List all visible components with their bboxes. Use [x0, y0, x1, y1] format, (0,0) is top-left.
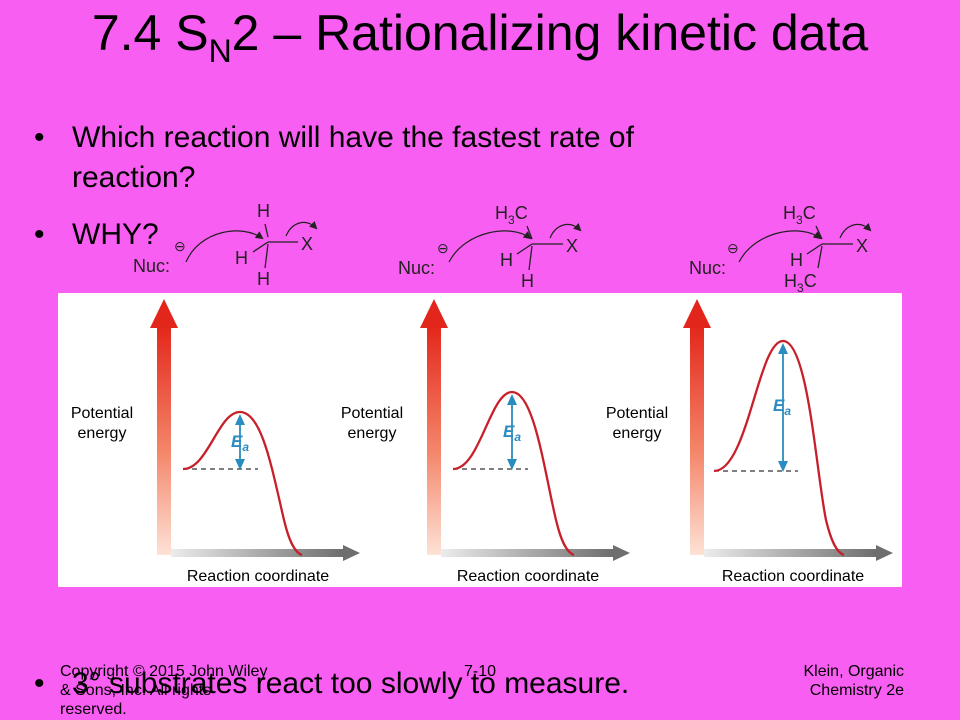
reaction-coordinate-arrowhead: [876, 545, 893, 561]
bond-left: [806, 243, 823, 255]
energy-diagram-3: Potential energy Reaction coordinate Ea: [606, 299, 893, 585]
y-axis-label-line2: energy: [613, 425, 662, 442]
energy-diagram-1: Potential energy Reaction coordinate Ea: [71, 299, 360, 585]
title-subscript: N: [208, 33, 232, 69]
bullet-question: • Which reaction will have the fastest r…: [34, 118, 854, 198]
substituent-bottom: H3C: [784, 271, 817, 295]
bullet-symbol: •: [34, 667, 45, 700]
substituent-top: H3C: [783, 203, 816, 227]
bond-top: [264, 223, 269, 238]
title-suffix: 2 – Rationalizing kinetic data: [231, 5, 869, 61]
y-axis-label-line2: energy: [348, 425, 397, 442]
energy-curve: [182, 410, 303, 557]
activation-energy-arrowhead-up: [778, 343, 788, 354]
bullet-conclusion: • 3° substrates react too slowly to meas…: [34, 664, 834, 704]
bullet-text-line2: reaction?: [72, 161, 196, 194]
reaction-coordinate-arrowhead: [613, 545, 630, 561]
bond-left: [252, 241, 269, 253]
bullet-symbol: •: [34, 218, 45, 251]
bond-top: [815, 225, 823, 240]
activation-energy-arrowhead-down: [507, 459, 517, 470]
reaction-coordinate-arrowhead: [343, 545, 360, 561]
substituent-left: H: [235, 248, 248, 268]
leaving-group: X: [566, 236, 578, 256]
activation-energy-label: Ea: [231, 432, 249, 454]
activation-energy-arrowhead-up: [235, 414, 245, 425]
reaction-coordinate-axis: [171, 549, 343, 557]
substituent-bottom: H: [521, 271, 534, 291]
energy-curve: [452, 390, 575, 557]
title-prefix: 7.4 S: [91, 5, 209, 61]
potential-energy-axis: [157, 325, 171, 555]
activation-energy-label: Ea: [773, 396, 791, 418]
bond-bottom: [817, 245, 823, 269]
activation-energy-arrowhead-down: [235, 459, 245, 470]
negative-charge-symbol: ⊖: [437, 240, 449, 256]
footer-slide-number: 7-10: [463, 663, 497, 680]
footer-source: Klein, Organic Chemistry 2e: [700, 662, 905, 700]
bond-bottom: [264, 243, 269, 269]
mechanism-1: Nuc: ⊖ H H H X: [133, 201, 318, 289]
activation-energy-label: Ea: [503, 422, 521, 444]
reaction-coordinate-axis: [704, 549, 876, 557]
y-axis-label-line1: Potential: [71, 405, 133, 422]
negative-charge-symbol: ⊖: [174, 238, 186, 254]
substituent-top: H3C: [495, 203, 528, 227]
curved-arrow-leaving: [839, 222, 872, 239]
curved-arrow-leaving: [285, 220, 318, 237]
bullet-why: • WHY?: [34, 215, 334, 255]
substituent-left: H: [500, 250, 513, 270]
nucleophile-label: Nuc:: [689, 258, 726, 278]
activation-energy-arrowhead-up: [507, 394, 517, 405]
curved-arrow-leaving: [549, 222, 582, 239]
y-axis-label-line1: Potential: [341, 405, 403, 422]
bullet-text: 3° substrates react too slowly to measur…: [72, 667, 630, 700]
potential-energy-arrowhead: [683, 299, 711, 328]
curved-arrow-attack: [738, 230, 822, 263]
energy-diagram-2: Potential energy Reaction coordinate Ea: [341, 299, 630, 585]
curved-arrow-attack: [185, 230, 264, 263]
mechanism-2: Nuc: ⊖ H3C H H X: [398, 203, 582, 291]
slide-title: 7.4 SN2 – Rationalizing kinetic data: [0, 2, 960, 67]
substituent-left: H: [790, 250, 803, 270]
negative-charge-symbol: ⊖: [727, 240, 739, 256]
potential-energy-axis: [427, 325, 441, 555]
potential-energy-arrowhead: [150, 299, 178, 328]
substituent-bottom: H: [257, 269, 270, 289]
footer-source-line2: Chemistry 2e: [809, 682, 904, 699]
leaving-group: X: [301, 234, 313, 254]
x-axis-label: Reaction coordinate: [457, 568, 599, 585]
y-axis-label-line1: Potential: [606, 405, 668, 422]
bullet-text: WHY?: [72, 218, 159, 251]
leaving-group: X: [856, 236, 868, 256]
curved-arrow-attack: [448, 230, 532, 263]
potential-energy-axis: [690, 325, 704, 555]
mechanism-3: Nuc: ⊖ H3C H H3C X: [689, 203, 872, 295]
reaction-coordinate-axis: [441, 549, 613, 557]
bullet-symbol: •: [34, 121, 45, 154]
nucleophile-label: Nuc:: [398, 258, 435, 278]
x-axis-label: Reaction coordinate: [722, 568, 864, 585]
bond-bottom: [528, 245, 533, 271]
bullet-text-line1: Which reaction will have the fastest rat…: [72, 121, 634, 154]
activation-energy-arrowhead-down: [778, 461, 788, 472]
substituent-top: H: [257, 201, 270, 221]
x-axis-label: Reaction coordinate: [187, 568, 329, 585]
footer-source-line1: Klein, Organic: [803, 663, 905, 680]
footer-copyright: Copyright © 2015 John Wiley & Sons, Inc.…: [60, 663, 268, 718]
bond-top: [526, 225, 533, 240]
energy-curve: [713, 339, 845, 557]
nucleophile-label: Nuc:: [133, 256, 170, 276]
bond-left: [516, 243, 533, 255]
y-axis-label-line2: energy: [78, 425, 127, 442]
potential-energy-arrowhead: [420, 299, 448, 328]
